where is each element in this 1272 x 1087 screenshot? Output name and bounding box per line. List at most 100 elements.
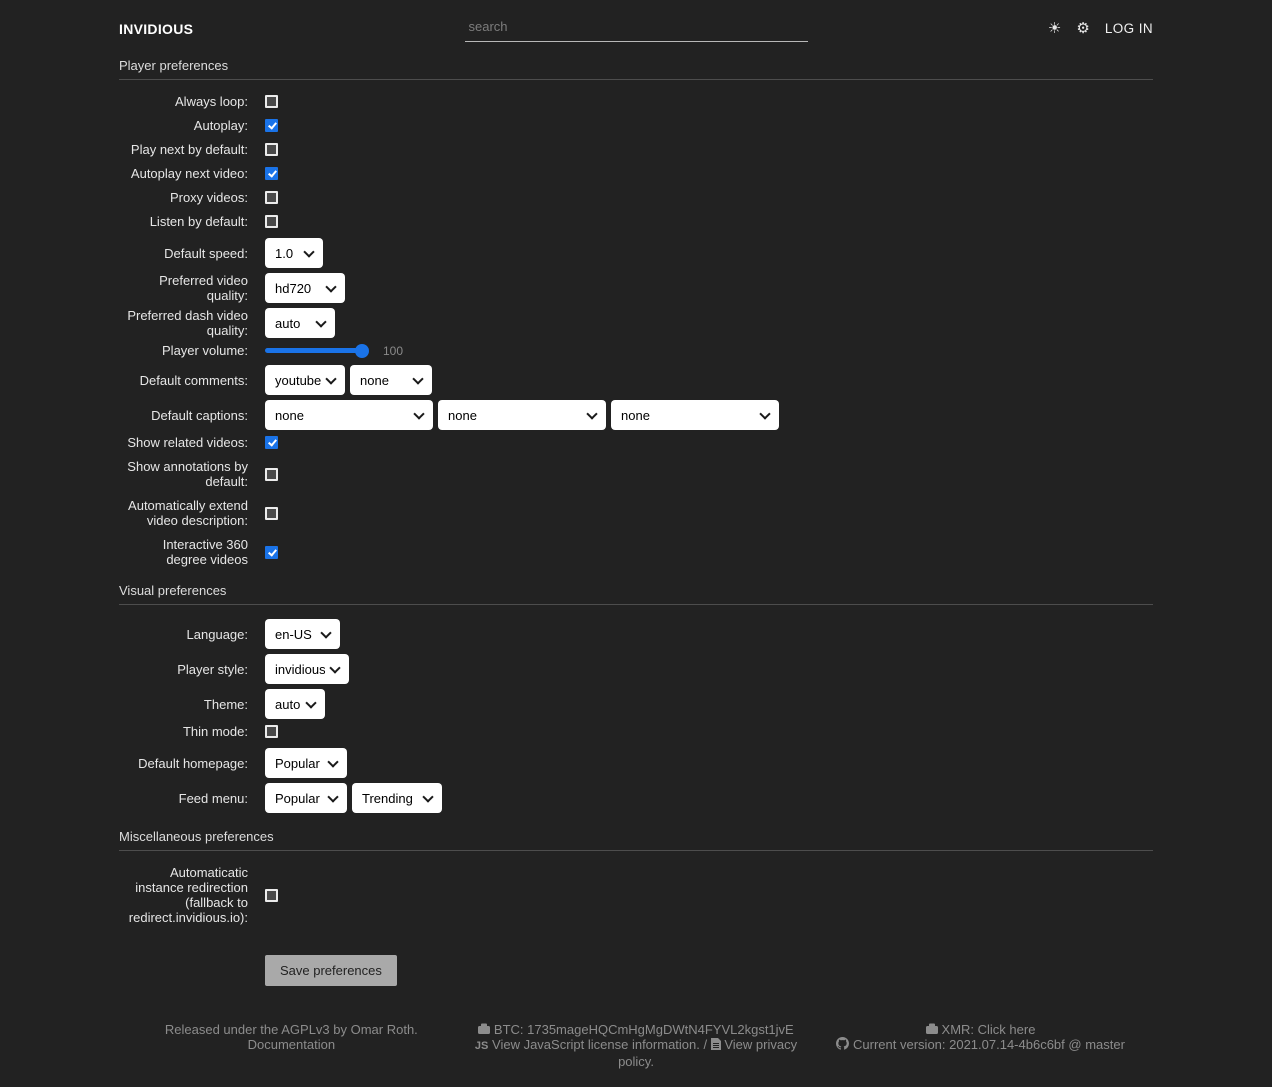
login-link[interactable]: LOG IN: [1104, 21, 1153, 36]
pref-label: Play next by default:: [130, 142, 248, 157]
btc-address: BTC: 1735mageHQCmHgMgDWtN4FYVL2kgst1jvE: [493, 1022, 794, 1037]
pref-label: Listen by default:: [149, 214, 248, 229]
dash-quality-select[interactable]: auto: [265, 308, 335, 338]
homepage-select[interactable]: Popular: [265, 748, 347, 778]
documentation-link[interactable]: Documentation: [247, 1037, 336, 1052]
player-style-select[interactable]: invidious: [265, 654, 349, 684]
captions-select-3[interactable]: none: [611, 400, 779, 430]
play-next-checkbox[interactable]: [265, 143, 278, 156]
pref-label: Show annotations by default:: [127, 459, 248, 489]
auto-redirect-checkbox[interactable]: [265, 888, 278, 902]
related-videos-checkbox[interactable]: [265, 436, 278, 449]
sun-icon[interactable]: ☀: [1047, 20, 1062, 37]
default-speed-select[interactable]: 1.0: [265, 238, 323, 268]
section-title-player: Player preferences: [119, 58, 1153, 80]
pref-row-auto-redirect: Automaticatic instance redirection (fall…: [119, 865, 1153, 925]
interactive-360-checkbox[interactable]: [265, 545, 278, 559]
pref-label: Preferred dash video quality:: [127, 308, 248, 338]
annotations-checkbox[interactable]: [265, 467, 278, 481]
comments-select-2[interactable]: none: [350, 365, 432, 395]
section-misc: Automaticatic instance redirection (fall…: [119, 851, 1153, 925]
pref-row-feed-menu: Feed menu: Popular Trending: [119, 783, 1153, 813]
version-link[interactable]: Current version: 2021.07.14-4b6c6bf @ ma…: [853, 1037, 1125, 1052]
pref-label: Proxy videos:: [169, 190, 248, 205]
top-navbar: INVIDIOUS ☀ ⚙ LOG IN: [119, 0, 1153, 42]
autoplay-checkbox[interactable]: [265, 119, 278, 132]
pref-label: Default comments:: [139, 372, 248, 388]
js-icon: JS: [474, 1040, 489, 1052]
pref-row-proxy-videos: Proxy videos:: [119, 190, 1153, 205]
pref-row-player-style: Player style: invidious: [119, 654, 1153, 684]
listen-default-checkbox[interactable]: [265, 215, 278, 228]
pref-label: Thin mode:: [182, 724, 248, 739]
volume-slider[interactable]: [265, 343, 369, 358]
section-visual: Language: en-US Player style: invidious …: [119, 605, 1153, 813]
pref-label: Preferred video quality:: [159, 273, 248, 303]
pref-label: Default speed:: [164, 245, 248, 261]
gear-icon[interactable]: ⚙: [1076, 20, 1090, 37]
pref-row-captions: Default captions: none none none: [119, 400, 1153, 430]
comments-select-1[interactable]: youtube: [265, 365, 345, 395]
pref-row-related: Show related videos:: [119, 435, 1153, 450]
document-icon: [710, 1038, 721, 1050]
pref-label: Show related videos:: [127, 435, 248, 450]
pref-label: Automatically extend video description:: [128, 498, 248, 528]
pref-row-autoplay-next: Autoplay next video:: [119, 166, 1153, 181]
autoplay-next-checkbox[interactable]: [265, 167, 278, 180]
pref-row-annotations: Show annotations by default:: [119, 459, 1153, 489]
pref-label: Default homepage:: [138, 755, 248, 771]
pref-label: Theme:: [203, 696, 248, 712]
section-title-misc: Miscellaneous preferences: [119, 829, 1153, 851]
pref-label: Player style:: [177, 661, 248, 677]
video-quality-select[interactable]: hd720: [265, 273, 345, 303]
pref-row-listen-default: Listen by default:: [119, 214, 1153, 229]
footer-right: XMR: Click here Current version: 2021.07…: [808, 1022, 1153, 1069]
volume-slider-thumb[interactable]: [355, 343, 369, 358]
pref-row-interactive-360: Interactive 360 degree videos: [119, 537, 1153, 567]
page-footer: Released under the AGPLv3 by Omar Roth. …: [119, 1022, 1153, 1087]
license-text: Released under the AGPLv3 by Omar Roth.: [164, 1022, 418, 1037]
pref-row-play-next: Play next by default:: [119, 142, 1153, 157]
volume-value: 100: [383, 343, 404, 358]
pref-row-volume: Player volume: 100: [119, 343, 1153, 358]
pref-label: Always loop:: [175, 94, 248, 109]
pref-row-language: Language: en-US: [119, 619, 1153, 649]
search-input[interactable]: [464, 15, 808, 42]
thin-mode-checkbox[interactable]: [265, 725, 278, 738]
theme-select[interactable]: auto: [265, 689, 325, 719]
save-preferences-button[interactable]: Save preferences: [265, 955, 397, 986]
pref-label: Interactive 360 degree videos: [162, 537, 248, 567]
pref-label: Automaticatic instance redirection (fall…: [128, 865, 248, 925]
pref-row-thin-mode: Thin mode:: [119, 724, 1153, 739]
section-player: Always loop: Autoplay: Play next by defa…: [119, 80, 1153, 567]
proxy-videos-checkbox[interactable]: [265, 191, 278, 204]
pref-row-comments: Default comments: youtube none: [119, 365, 1153, 395]
section-title-visual: Visual preferences: [119, 583, 1153, 605]
pref-label: Autoplay:: [193, 118, 248, 133]
pref-row-homepage: Default homepage: Popular: [119, 748, 1153, 778]
money-icon: [478, 1023, 491, 1034]
footer-left: Released under the AGPLv3 by Omar Roth. …: [119, 1022, 464, 1069]
captions-select-1[interactable]: none: [265, 400, 433, 430]
brand-logo[interactable]: INVIDIOUS: [119, 20, 194, 37]
page-container: INVIDIOUS ☀ ⚙ LOG IN Player preferences …: [119, 0, 1153, 1087]
extend-description-checkbox[interactable]: [265, 506, 278, 520]
pref-row-autoplay: Autoplay:: [119, 118, 1153, 133]
feed-menu-select-1[interactable]: Popular: [265, 783, 347, 813]
pref-label: Language:: [186, 626, 248, 642]
captions-select-2[interactable]: none: [438, 400, 606, 430]
feed-menu-select-2[interactable]: Trending: [352, 783, 442, 813]
pref-row-extend-desc: Automatically extend video description:: [119, 498, 1153, 528]
js-license-link[interactable]: View JavaScript license information.: [492, 1037, 700, 1052]
pref-row-always-loop: Always loop:: [119, 94, 1153, 109]
pref-label: Player volume:: [162, 343, 248, 358]
pref-row-dash-quality: Preferred dash video quality: auto: [119, 308, 1153, 338]
pref-row-video-quality: Preferred video quality: hd720: [119, 273, 1153, 303]
xmr-link[interactable]: XMR: Click here: [941, 1022, 1036, 1037]
always-loop-checkbox[interactable]: [265, 95, 278, 108]
pref-label: Default captions:: [151, 407, 248, 423]
language-select[interactable]: en-US: [265, 619, 340, 649]
pref-label: Autoplay next video:: [130, 166, 248, 181]
pref-label: Feed menu:: [178, 790, 248, 806]
money-icon: [925, 1023, 938, 1034]
